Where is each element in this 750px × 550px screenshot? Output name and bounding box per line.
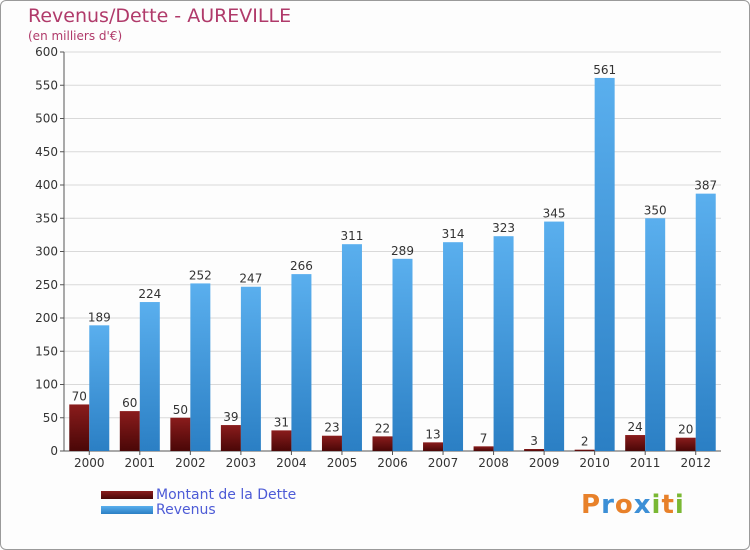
x-tick-label: 2002 — [175, 456, 206, 470]
bar-revenus — [341, 244, 362, 451]
y-tick-label: 600 — [35, 45, 58, 59]
y-tick-label: 100 — [35, 378, 58, 392]
data-label-dette: 20 — [678, 423, 693, 437]
proxiti-logo: Proxiti — [581, 490, 685, 520]
bar-dette — [170, 417, 191, 451]
data-label-revenus: 311 — [341, 229, 364, 243]
y-tick-label: 300 — [35, 245, 58, 259]
bar-dette — [321, 435, 342, 451]
bar-dette — [675, 437, 696, 451]
data-label-dette: 2 — [581, 435, 589, 449]
data-label-dette: 60 — [122, 396, 137, 410]
x-tick-label: 2006 — [377, 456, 408, 470]
bar-revenus — [291, 274, 312, 451]
data-label-dette: 31 — [274, 415, 289, 429]
data-label-dette: 23 — [324, 421, 339, 435]
data-label-revenus: 224 — [138, 287, 161, 301]
y-tick-label: 150 — [35, 344, 58, 358]
bar-dette — [524, 449, 545, 451]
bar-dette — [625, 435, 646, 451]
x-tick-label: 2012 — [680, 456, 711, 470]
data-label-revenus: 323 — [492, 221, 515, 235]
bar-revenus — [594, 77, 615, 451]
data-label-revenus: 289 — [391, 244, 414, 258]
bar-revenus — [89, 325, 110, 451]
logo-letter: P — [581, 490, 602, 520]
data-label-revenus: 247 — [239, 272, 262, 286]
logo-letter: x — [633, 490, 652, 520]
x-tick-label: 2009 — [529, 456, 560, 470]
y-tick-label: 0 — [50, 444, 58, 458]
data-label-dette: 50 — [173, 403, 188, 417]
data-label-dette: 7 — [480, 431, 488, 445]
x-tick-label: 2007 — [428, 456, 459, 470]
y-tick-label: 400 — [35, 178, 58, 192]
data-label-revenus: 252 — [189, 268, 212, 282]
bar-revenus — [240, 286, 261, 451]
bar-dette — [372, 436, 393, 451]
bar-revenus — [493, 236, 514, 451]
data-label-revenus: 387 — [694, 179, 717, 193]
bar-dette — [220, 425, 241, 451]
y-tick-label: 550 — [35, 78, 58, 92]
x-tick-label: 2008 — [478, 456, 509, 470]
chart-subtitle: (en milliers d'€) — [28, 29, 123, 43]
x-tick-label: 2004 — [276, 456, 307, 470]
data-label-dette: 13 — [425, 427, 440, 441]
legend-label-revenus: Revenus — [156, 502, 216, 518]
bar-dette — [119, 411, 140, 451]
y-tick-label: 200 — [35, 311, 58, 325]
y-tick-label: 50 — [43, 411, 58, 425]
bar-revenus — [695, 193, 716, 451]
x-tick-label: 2001 — [125, 456, 156, 470]
bar-dette — [423, 442, 444, 451]
legend-swatch-dette — [101, 491, 153, 499]
data-label-dette: 22 — [375, 421, 390, 435]
data-label-dette: 24 — [628, 420, 643, 434]
bar-revenus — [645, 218, 666, 451]
bar-revenus — [443, 242, 464, 451]
x-tick-label: 2010 — [579, 456, 610, 470]
bar-revenus — [392, 258, 413, 451]
bar-revenus — [139, 302, 160, 451]
y-tick-label: 350 — [35, 211, 58, 225]
logo-letter: r — [601, 490, 615, 520]
chart-title: Revenus/Dette - AUREVILLE — [28, 5, 292, 27]
bar-dette — [473, 446, 494, 451]
legend-label-dette: Montant de la Dette — [156, 487, 297, 503]
data-label-dette: 70 — [72, 389, 87, 403]
logo-letter: o — [614, 490, 634, 520]
bar-revenus — [190, 283, 211, 451]
bar-dette — [69, 404, 90, 451]
y-tick-label: 250 — [35, 278, 58, 292]
x-tick-label: 2000 — [74, 456, 105, 470]
x-tick-label: 2003 — [226, 456, 257, 470]
data-label-dette: 39 — [223, 410, 238, 424]
data-label-revenus: 350 — [644, 203, 667, 217]
bar-revenus — [544, 221, 565, 451]
data-label-revenus: 189 — [88, 310, 111, 324]
data-label-revenus: 314 — [442, 227, 465, 241]
y-tick-label: 450 — [35, 145, 58, 159]
data-label-revenus: 266 — [290, 259, 313, 273]
logo-letter: t — [661, 490, 675, 520]
bar-dette — [271, 430, 292, 451]
bar-dette — [574, 449, 595, 451]
x-tick-label: 2005 — [327, 456, 358, 470]
logo-letter: i — [674, 490, 685, 520]
legend-swatch-revenus — [101, 506, 153, 514]
data-label-revenus: 345 — [543, 207, 566, 221]
logo-letter: i — [651, 490, 662, 520]
data-label-dette: 3 — [530, 434, 538, 448]
data-label-revenus: 561 — [593, 63, 616, 77]
x-tick-label: 2011 — [630, 456, 661, 470]
y-tick-label: 500 — [35, 112, 58, 126]
